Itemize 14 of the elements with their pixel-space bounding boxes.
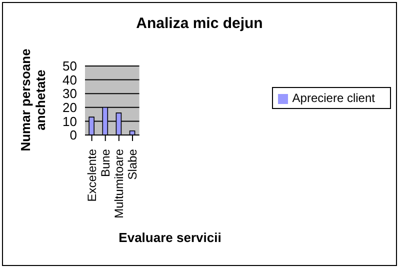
text: Analiza mic dejun [135,15,264,32]
y-tick-label: 0 [70,128,77,143]
x-axis-title: Evaluare servicii [118,230,222,245]
y-tick-label: 30 [62,86,77,102]
y-tick-label: 40 [62,72,77,88]
legend-label: Apreciere client [292,91,375,105]
x-tick-label: Multumitoare [112,148,126,218]
y-tick-label: 10 [62,114,77,129]
x-tick-label: Excelente [84,148,99,202]
x-tick-label: Bune [98,148,112,178]
y-tick-label: 50 [62,58,77,74]
x-tick-label: Slabe [125,148,140,180]
y-tick-label: 20 [62,100,77,116]
y-axis-title: Numar persoane anchetate [18,48,48,152]
